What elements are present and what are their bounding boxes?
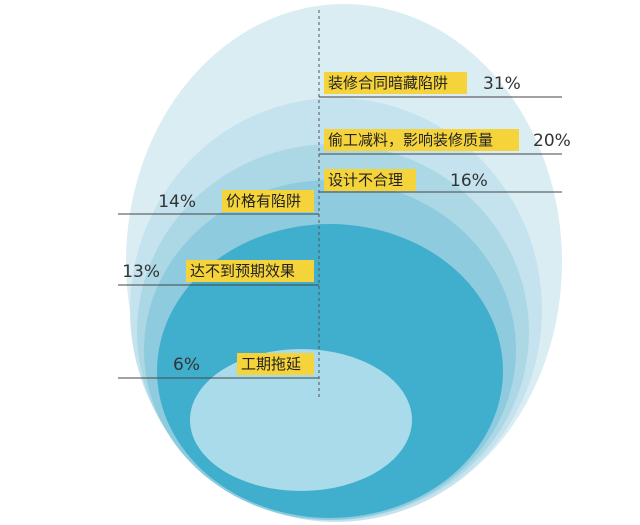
category-label-4: 价格有陷阱 — [226, 192, 301, 210]
label-highlight-6 — [237, 353, 314, 375]
percent-label-2: 20% — [533, 131, 571, 151]
category-label-1: 装修合同暗藏陷阱 — [328, 74, 448, 92]
category-label-2: 偷工减料，影响装修质量 — [328, 131, 493, 149]
label-highlight-4 — [222, 190, 314, 212]
category-label-5: 达不到预期效果 — [190, 262, 295, 280]
label-highlight-1 — [324, 72, 467, 94]
percent-label-4: 14% — [158, 192, 196, 212]
label-highlight-2 — [324, 129, 519, 151]
bubble-6 — [190, 349, 412, 491]
percent-label-6: 6% — [173, 355, 200, 375]
percent-label-3: 16% — [450, 171, 488, 191]
category-label-6: 工期拖延 — [241, 355, 301, 373]
percent-label-1: 31% — [483, 74, 521, 94]
label-highlight-5 — [186, 260, 314, 282]
category-label-3: 设计不合理 — [328, 171, 403, 189]
percent-label-5: 13% — [122, 262, 160, 282]
label-highlight-3 — [324, 169, 416, 191]
annotation-layer: 装修合同暗藏陷阱 31% 偷工减料，影响装修质量 20% 设计不合理 16% 价格有陷阱 14… — [118, 72, 571, 379]
